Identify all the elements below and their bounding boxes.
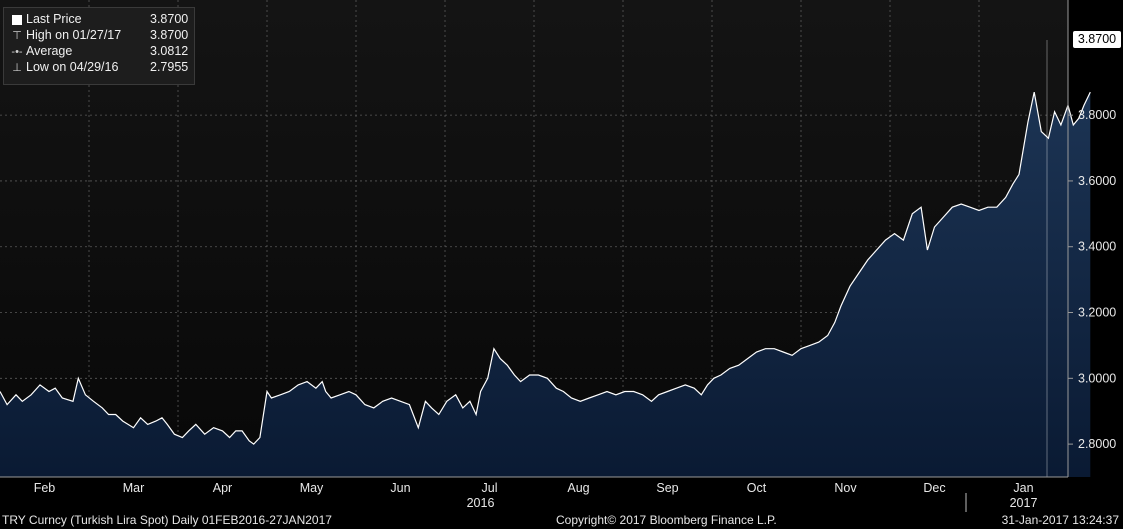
price-line — [0, 91, 1091, 445]
y-tick-label: 3.6000 — [1078, 174, 1116, 188]
legend-value: 2.7955 — [150, 60, 189, 74]
footer-timestamp: 31-Jan-2017 13:24:37 — [1001, 513, 1119, 527]
x-tick-label: Jun — [390, 481, 410, 495]
x-tick-label: Apr — [213, 481, 232, 495]
footer-ticker: TRY Curncy (Turkish Lira Spot) Daily 01F… — [2, 513, 332, 527]
average-marker-icon: -•- — [11, 46, 23, 58]
legend-row-high: ⊤ High on 01/27/17 3.8700 — [4, 28, 194, 44]
x-tick-label: Mar — [123, 481, 145, 495]
x-tick-label: Jan — [1013, 481, 1033, 495]
high-marker-icon: ⊤ — [12, 30, 22, 42]
x-tick-label: May — [300, 481, 324, 495]
x-tick-label: Oct — [747, 481, 767, 495]
low-marker-icon: ⊥ — [12, 62, 22, 74]
last-price-tag: 3.8700 — [1073, 31, 1121, 48]
legend-label: Last Price — [26, 12, 82, 26]
x-tick-label: Jul — [482, 481, 498, 495]
x-year-label: 2017 — [1010, 496, 1038, 510]
x-tick-label: Nov — [834, 481, 857, 495]
y-tick-label: 3.2000 — [1078, 306, 1116, 320]
y-tick-label: 3.4000 — [1078, 240, 1116, 254]
legend-value: 3.8700 — [150, 28, 189, 42]
x-tick-label: Aug — [567, 481, 589, 495]
x-tick-label: Dec — [923, 481, 945, 495]
price-area — [0, 92, 1091, 477]
legend-label: Low on 04/29/16 — [26, 60, 119, 74]
legend-row-average: -•- Average 3.0812 — [4, 44, 194, 60]
x-year-label: 2016 — [467, 496, 495, 510]
legend-label: Average — [26, 44, 73, 58]
y-axis-labels: 2.8000 3.0000 3.2000 3.4000 3.6000 3.8000 — [1068, 108, 1116, 451]
last-price-box-icon — [12, 15, 22, 25]
legend-value: 3.8700 — [150, 12, 189, 26]
legend-row-low: ⊥ Low on 04/29/16 2.7955 — [4, 60, 194, 76]
legend-label: High on 01/27/17 — [26, 28, 122, 42]
legend-box: Last Price 3.8700 ⊤ High on 01/27/17 3.8… — [3, 7, 195, 85]
legend-value: 3.0812 — [150, 44, 189, 58]
y-tick-label: 3.0000 — [1078, 371, 1116, 385]
legend-row-last-price: Last Price 3.8700 — [4, 12, 194, 28]
x-tick-label: Sep — [656, 481, 678, 495]
y-tick-label: 3.8000 — [1078, 108, 1116, 122]
x-tick-label: Feb — [34, 481, 56, 495]
y-tick-label: 2.8000 — [1078, 437, 1116, 451]
footer-copyright: Copyright© 2017 Bloomberg Finance L.P. — [556, 513, 777, 527]
